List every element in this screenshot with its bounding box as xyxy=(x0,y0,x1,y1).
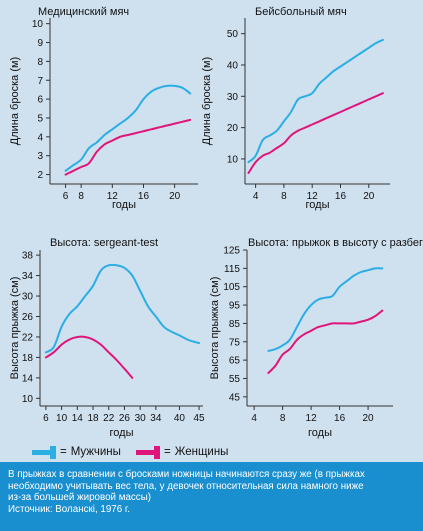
y-tick-label: 14 xyxy=(22,373,34,384)
x-tick-label: 26 xyxy=(119,413,131,424)
legend-men-label: Мужчины xyxy=(70,446,121,458)
series-line-women xyxy=(247,92,384,174)
x-tick-label: 6 xyxy=(63,191,69,202)
x-tick-label: 20 xyxy=(169,191,181,202)
legend-equals: = xyxy=(60,446,67,458)
y-tick-label: 3 xyxy=(37,151,43,162)
series-line-women xyxy=(64,118,192,176)
x-tick-label: 14 xyxy=(72,413,84,424)
y-tick-label: 4 xyxy=(37,132,43,143)
x-tick-label: 16 xyxy=(335,191,347,202)
y-axis-label: Высота прыжка (см) xyxy=(9,277,21,380)
x-tick-label: 45 xyxy=(194,413,206,424)
y-tick-label: 125 xyxy=(223,246,240,257)
x-tick-label: 6 xyxy=(43,413,49,424)
legend-women-swatch xyxy=(136,445,160,459)
caption-source: Источник: Воланскі, 1976 г. xyxy=(8,503,131,515)
caption-box: В прыжках в сравнении с бросками ножницы… xyxy=(0,462,423,531)
y-tick-label: 95 xyxy=(229,301,241,312)
y-tick-label: 50 xyxy=(227,29,239,40)
caption-line: необходимо учитывать вес тела, у девочек… xyxy=(8,480,364,492)
x-tick-label: 4 xyxy=(251,413,257,424)
y-tick-label: 45 xyxy=(229,392,241,403)
legend-women-label: Женщины xyxy=(174,446,229,458)
x-axis-label: годы xyxy=(308,427,332,439)
chart-title: Медицинский мяч xyxy=(38,6,129,18)
y-axis-label: Длина броска (м) xyxy=(9,57,21,145)
x-tick-label: 22 xyxy=(103,413,115,424)
y-tick-label: 105 xyxy=(223,282,240,293)
x-tick-label: 20 xyxy=(363,413,375,424)
x-tick-label: 40 xyxy=(174,413,186,424)
legend-men-swatch xyxy=(32,445,56,459)
y-tick-label: 2 xyxy=(37,170,43,181)
y-tick-label: 10 xyxy=(22,394,34,405)
x-tick-label: 16 xyxy=(138,191,150,202)
y-tick-label: 38 xyxy=(22,251,34,262)
y-tick-label: 9 xyxy=(37,38,43,49)
series-line-men xyxy=(44,263,201,354)
x-tick-label: 34 xyxy=(150,413,162,424)
y-axis-label: Высота прыжка (см) xyxy=(209,277,221,380)
legend-men: = Мужчины xyxy=(32,444,121,460)
series-line-women xyxy=(267,309,384,374)
x-tick-label: 30 xyxy=(135,413,147,424)
y-tick-label: 8 xyxy=(37,57,43,68)
y-tick-label: 65 xyxy=(229,356,241,367)
x-tick-label: 12 xyxy=(306,413,318,424)
y-tick-label: 30 xyxy=(22,292,34,303)
legend-equals: = xyxy=(164,446,171,458)
x-tick-label: 8 xyxy=(281,191,287,202)
y-tick-label: 26 xyxy=(22,312,34,323)
x-axis-label: годы xyxy=(110,427,134,439)
series-line-women xyxy=(44,335,134,379)
chart-title: Бейсбольный мяч xyxy=(255,6,347,18)
y-tick-label: 40 xyxy=(227,60,239,71)
y-tick-label: 20 xyxy=(227,123,239,134)
y-tick-label: 85 xyxy=(229,319,241,330)
y-tick-label: 18 xyxy=(22,353,34,364)
y-tick-label: 10 xyxy=(227,154,239,165)
x-tick-label: 16 xyxy=(334,413,346,424)
y-tick-label: 30 xyxy=(227,92,239,103)
x-tick-label: 8 xyxy=(78,191,84,202)
y-tick-label: 34 xyxy=(22,271,34,282)
x-tick-label: 12 xyxy=(107,191,119,202)
y-axis-label: Длина броска (м) xyxy=(201,57,213,145)
x-tick-label: 18 xyxy=(87,413,99,424)
x-tick-label: 4 xyxy=(253,191,259,202)
chart-title: Высота: sergeant-test xyxy=(50,237,158,249)
x-tick-label: 10 xyxy=(56,413,68,424)
x-tick-label: 20 xyxy=(363,191,375,202)
y-tick-label: 10 xyxy=(32,19,44,30)
y-tick-label: 22 xyxy=(22,332,34,343)
x-tick-label: 12 xyxy=(307,191,319,202)
y-tick-label: 6 xyxy=(37,95,43,106)
y-tick-label: 115 xyxy=(224,264,240,275)
x-axis-label: годы xyxy=(306,199,330,211)
caption-line: из-за большей жировой массы) xyxy=(8,492,152,503)
caption-line: В прыжках в сравнении с бросками ножницы… xyxy=(8,469,365,480)
y-tick-label: 5 xyxy=(37,113,43,124)
series-line-men xyxy=(267,267,384,352)
series-line-men xyxy=(64,84,192,172)
y-tick-label: 75 xyxy=(229,337,241,348)
series-line-men xyxy=(247,38,384,164)
x-tick-label: 8 xyxy=(280,413,286,424)
x-axis-label: годы xyxy=(112,199,136,211)
legend-women: = Женщины xyxy=(136,444,228,460)
y-tick-label: 7 xyxy=(37,76,43,87)
chart-title: Высота: прыжок в высоту с разбега xyxy=(248,237,423,249)
y-tick-label: 55 xyxy=(229,374,241,385)
